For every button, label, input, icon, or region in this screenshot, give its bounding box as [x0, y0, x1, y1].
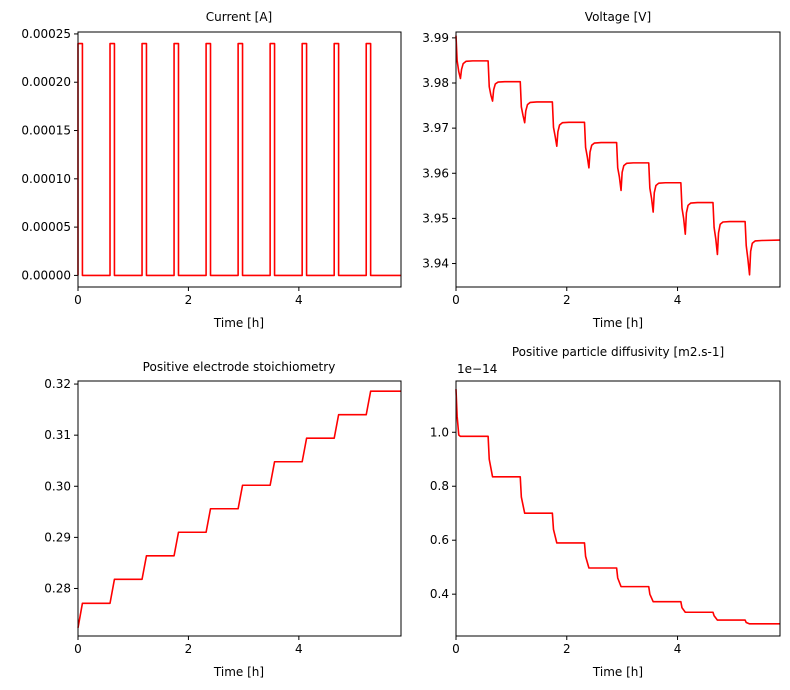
diffusivity-y-tick-label: 0.4 — [430, 587, 449, 601]
current-y-axis: 0.00000 0.00005 0.00010 0.00015 0.00020 0.000… — [21, 27, 78, 282]
current-x-axis-title: Time [h] — [213, 316, 264, 330]
current-y-tick-label: 0.00025 — [21, 27, 71, 41]
diffusivity-x-axis: 0 2 4 — [452, 636, 681, 656]
voltage-x-axis-title: Time [h] — [592, 316, 643, 330]
voltage-y-tick-label: 3.97 — [422, 121, 449, 135]
voltage-series-line — [455, 35, 781, 276]
current-y-tick-label: 0.00000 — [21, 268, 71, 282]
voltage-x-tick-label: 2 — [563, 293, 571, 307]
diffusivity-y-tick-label: 0.8 — [430, 479, 449, 493]
stoichiometry-x-tick-label: 4 — [295, 642, 303, 656]
stoichiometry-x-axis-title: Time [h] — [213, 665, 264, 679]
diffusivity-x-tick-label: 2 — [563, 642, 571, 656]
current-x-tick-label: 0 — [74, 293, 82, 307]
stoichiometry-y-tick-label: 0.28 — [44, 581, 71, 595]
voltage-y-tick-label: 3.99 — [422, 31, 449, 45]
diffusivity-offset-label: 1e−14 — [457, 362, 497, 376]
stoichiometry-series-line — [77, 390, 401, 628]
current-y-tick-label: 0.00010 — [21, 172, 71, 186]
current-y-tick-label: 0.00020 — [21, 75, 71, 89]
stoichiometry-panel: Positive electrode stoichiometry 0.280.2… — [44, 360, 402, 679]
voltage-x-tick-label: 0 — [452, 293, 460, 307]
stoichiometry-y-tick-label: 0.32 — [44, 377, 71, 391]
diffusivity-x-tick-label: 0 — [452, 642, 460, 656]
diffusivity-plot-frame — [455, 380, 781, 637]
stoichiometry-y-axis: 0.28 0.29 0.30 0.31 0.32 — [44, 377, 78, 595]
stoichiometry-x-tick-label: 0 — [74, 642, 82, 656]
current-y-tick-label: 0.00015 — [21, 124, 71, 138]
voltage-plot-title: Voltage [V] — [585, 10, 651, 24]
diffusivity-series-line — [455, 389, 780, 625]
voltage-y-tick-label: 3.95 — [422, 211, 449, 225]
diffusivity-plot-title: Positive particle diffusivity [m2.s-1] — [512, 345, 724, 359]
stoichiometry-x-axis: 0 2 4 — [74, 636, 303, 656]
diffusivity-y-tick-label: 0.6 — [430, 533, 449, 547]
current-x-tick-label: 2 — [185, 293, 193, 307]
voltage-y-tick-label: 3.94 — [422, 257, 449, 271]
stoichiometry-x-tick-label: 2 — [185, 642, 193, 656]
stoichiometry-y-tick-label: 0.31 — [44, 428, 71, 442]
voltage-plot-frame — [455, 31, 781, 288]
stoichiometry-y-tick-label: 0.29 — [44, 530, 71, 544]
current-x-axis: 0 2 4 — [74, 287, 303, 307]
stoichiometry-plot-title: Positive electrode stoichiometry — [143, 360, 336, 374]
stoichiometry-y-tick-label: 0.30 — [44, 479, 71, 493]
voltage-x-axis: 0 2 4 — [452, 287, 681, 307]
voltage-y-tick-label: 3.96 — [422, 166, 449, 180]
diffusivity-x-axis-title: Time [h] — [592, 665, 643, 679]
diffusivity-y-tick-label: 1.0 — [430, 425, 449, 439]
diffusivity-x-tick-label: 4 — [674, 642, 682, 656]
current-panel: Current [A] 0.00000 0.00005 0.00010 0.00015… — [21, 10, 402, 330]
voltage-y-tick-label: 3.98 — [422, 76, 449, 90]
voltage-x-tick-label: 4 — [674, 293, 682, 307]
voltage-y-axis: 3.94 3.95 3.96 3.97 3.98 3.99 — [422, 31, 456, 271]
current-series-line — [77, 42, 401, 277]
diffusivity-y-axis: 0.4 0.6 0.8 1.0 — [430, 425, 456, 601]
current-x-tick-label: 4 — [295, 293, 303, 307]
diffusivity-panel: Positive particle diffusivity [m2.s-1] 1… — [430, 345, 781, 679]
current-y-tick-label: 0.00005 — [21, 220, 71, 234]
voltage-panel: Voltage [V] 3.94 3.95 3.96 3.97 3.98 3.99 0 2 4… — [422, 10, 781, 330]
stoichiometry-plot-frame — [77, 380, 402, 637]
current-plot-title: Current [A] — [206, 10, 272, 24]
current-plot-frame — [77, 31, 402, 288]
